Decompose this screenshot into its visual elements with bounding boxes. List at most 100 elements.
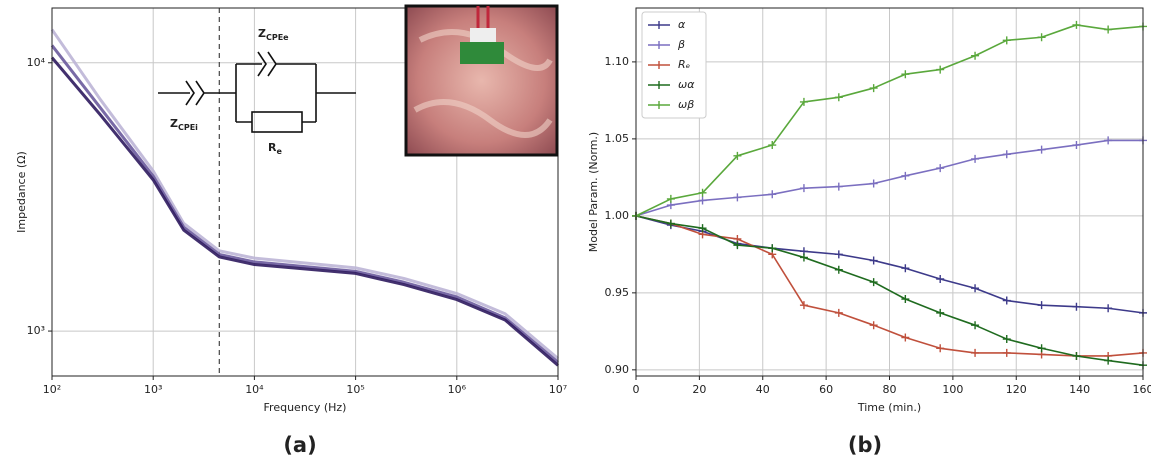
y-tick-label: 1.10 bbox=[605, 55, 630, 68]
annotation: Re bbox=[268, 141, 282, 156]
series-line bbox=[50, 44, 559, 364]
legend-label: ωβ bbox=[678, 98, 694, 111]
series-line bbox=[50, 28, 559, 360]
annotation: ZCPEi bbox=[170, 117, 198, 132]
point-marker bbox=[799, 97, 808, 106]
legend-box bbox=[641, 11, 707, 119]
x-tick-label: 10² bbox=[43, 383, 61, 396]
point-marker bbox=[834, 308, 843, 317]
x-tick-label: 10³ bbox=[144, 383, 162, 396]
point-marker bbox=[901, 171, 910, 180]
point-marker bbox=[1002, 150, 1011, 159]
point-marker bbox=[936, 344, 945, 353]
y-tick-label: 10⁴ bbox=[27, 56, 46, 69]
point-marker bbox=[901, 264, 910, 273]
inset-photo bbox=[404, 4, 559, 157]
point-marker bbox=[799, 253, 808, 262]
point-marker bbox=[869, 278, 878, 287]
point-marker bbox=[971, 284, 980, 293]
plot-frame bbox=[635, 7, 1144, 377]
point-marker bbox=[834, 93, 843, 102]
point-marker bbox=[834, 182, 843, 191]
legend-label: Rₑ bbox=[678, 58, 691, 71]
x-tick-label: 120 bbox=[1006, 383, 1027, 396]
y-tick-label: 1.05 bbox=[605, 132, 630, 145]
point-marker bbox=[1002, 348, 1011, 357]
point-marker bbox=[1104, 136, 1113, 145]
annotation-main: R bbox=[268, 141, 277, 154]
point-marker bbox=[834, 250, 843, 259]
point-marker bbox=[936, 308, 945, 317]
point-marker bbox=[1104, 356, 1113, 365]
point-marker bbox=[901, 333, 910, 342]
point-marker bbox=[869, 179, 878, 188]
point-marker bbox=[971, 51, 980, 60]
point-marker bbox=[666, 194, 675, 203]
legend-label: ωα bbox=[678, 78, 695, 91]
panel-label: (b) bbox=[848, 433, 882, 457]
point-marker bbox=[1002, 335, 1011, 344]
legend-label: β bbox=[677, 38, 685, 51]
point-marker bbox=[768, 190, 777, 199]
series-line bbox=[50, 56, 559, 367]
point-marker bbox=[1072, 351, 1081, 360]
y-axis-label: Model Param. (Norm.) bbox=[587, 132, 600, 252]
point-marker bbox=[971, 348, 980, 357]
annotation-main: Z bbox=[258, 27, 266, 40]
point-marker bbox=[698, 196, 707, 205]
point-marker bbox=[1037, 301, 1046, 310]
point-marker bbox=[799, 301, 808, 310]
x-tick-label: 10⁴ bbox=[245, 383, 264, 396]
point-marker bbox=[768, 141, 777, 150]
x-tick-label: 80 bbox=[883, 383, 897, 396]
x-tick-label: 60 bbox=[819, 383, 833, 396]
plot-frame bbox=[51, 7, 559, 377]
y-axis-label: Impedance (Ω) bbox=[15, 151, 28, 233]
point-marker bbox=[834, 265, 843, 274]
point-marker bbox=[1072, 141, 1081, 150]
y-tick-label: 1.00 bbox=[605, 209, 630, 222]
x-tick-label: 10⁵ bbox=[346, 383, 364, 396]
x-tick-label: 100 bbox=[942, 383, 963, 396]
point-marker bbox=[901, 295, 910, 304]
point-marker bbox=[1104, 25, 1113, 34]
series-line bbox=[635, 139, 1143, 217]
point-marker bbox=[971, 154, 980, 163]
point-marker bbox=[1072, 20, 1081, 29]
x-axis-label: Frequency (Hz) bbox=[264, 401, 347, 414]
annotation-sub: e bbox=[276, 147, 282, 156]
x-axis-label: Time (min.) bbox=[857, 401, 921, 414]
annotation-sub: CPEe bbox=[266, 33, 289, 42]
x-tick-label: 10⁷ bbox=[549, 383, 567, 396]
point-marker bbox=[666, 219, 675, 228]
point-marker bbox=[733, 193, 742, 202]
legend-label: α bbox=[678, 18, 686, 31]
x-tick-label: 40 bbox=[756, 383, 770, 396]
series-line bbox=[635, 215, 1144, 367]
x-tick-label: 20 bbox=[692, 383, 706, 396]
point-marker bbox=[1037, 145, 1046, 154]
point-marker bbox=[936, 65, 945, 74]
point-marker bbox=[1037, 33, 1046, 42]
point-marker bbox=[971, 321, 980, 330]
point-marker bbox=[936, 164, 945, 173]
point-marker bbox=[1037, 344, 1046, 353]
y-tick-label: 0.90 bbox=[605, 363, 630, 376]
x-tick-label: 160 bbox=[1133, 383, 1151, 396]
point-marker bbox=[1072, 302, 1081, 311]
point-marker bbox=[698, 188, 707, 197]
point-marker bbox=[869, 256, 878, 265]
series-line bbox=[635, 24, 1144, 217]
y-tick-label: 0.95 bbox=[605, 286, 630, 299]
annotation-sub: CPEi bbox=[178, 123, 198, 132]
point-marker bbox=[869, 84, 878, 93]
point-marker bbox=[733, 241, 742, 250]
point-marker bbox=[698, 224, 707, 233]
point-marker bbox=[1002, 36, 1011, 45]
point-marker bbox=[733, 151, 742, 160]
point-marker bbox=[1104, 304, 1113, 313]
panel-label: (a) bbox=[283, 433, 316, 457]
circuit-diagram bbox=[158, 51, 356, 133]
